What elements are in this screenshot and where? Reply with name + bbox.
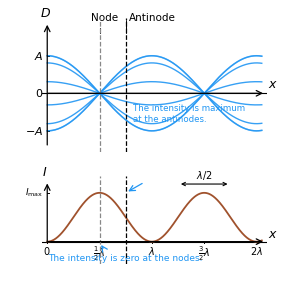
Text: $I_{\rm max}$: $I_{\rm max}$ xyxy=(25,187,43,199)
Text: $x$: $x$ xyxy=(268,228,278,241)
Text: $I$: $I$ xyxy=(43,166,48,179)
Text: $0$: $0$ xyxy=(44,245,51,257)
Text: $x$: $x$ xyxy=(268,78,278,91)
Text: $\frac{3}{2}\lambda$: $\frac{3}{2}\lambda$ xyxy=(198,245,210,263)
Text: $0$: $0$ xyxy=(35,87,43,99)
Text: $-A$: $-A$ xyxy=(25,125,43,137)
Text: Node: Node xyxy=(91,13,118,33)
Text: $\frac{1}{2}\lambda$: $\frac{1}{2}\lambda$ xyxy=(93,245,106,263)
Text: $A$: $A$ xyxy=(34,50,43,62)
Text: The intensity is maximum
at the antinodes.: The intensity is maximum at the antinode… xyxy=(133,104,245,124)
Text: Antinode: Antinode xyxy=(126,13,176,33)
Text: $\lambda/2$: $\lambda/2$ xyxy=(196,169,212,182)
Text: The intensity is zero at the nodes.: The intensity is zero at the nodes. xyxy=(49,254,203,263)
Text: $D$: $D$ xyxy=(40,7,51,20)
Text: $\lambda$: $\lambda$ xyxy=(148,245,155,257)
Text: $2\lambda$: $2\lambda$ xyxy=(250,245,263,257)
